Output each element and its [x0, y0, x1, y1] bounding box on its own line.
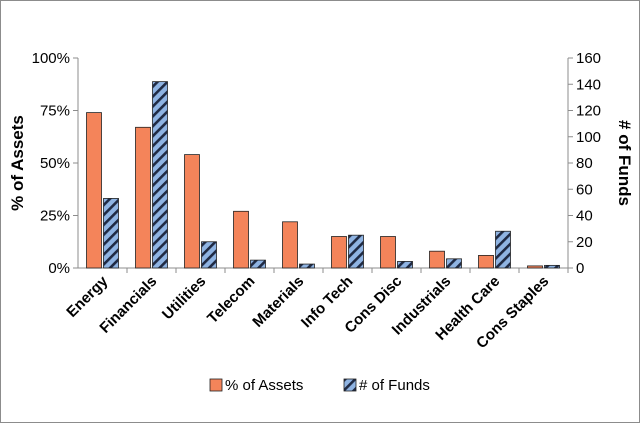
bar-funds-utilities: [201, 241, 217, 269]
y-right-tick-label: 80: [576, 155, 593, 172]
y-right-tick-label: 160: [576, 50, 601, 67]
x-category-label: Utilities: [159, 273, 209, 323]
bar-assets-utilities: [184, 154, 200, 269]
bar-funds-cons-disc: [397, 261, 413, 269]
y-right-tick-label: 60: [576, 181, 593, 198]
bar-funds-telecom: [250, 259, 266, 269]
y-left-tick-label: 0%: [48, 260, 70, 277]
y-right-tick-label: 100: [576, 129, 601, 146]
bar-assets-telecom: [233, 210, 249, 269]
y-right-tick-label: 0: [576, 260, 584, 277]
y-left-tick-label: 100%: [32, 50, 70, 67]
y-left-tick-label: 75%: [40, 103, 70, 120]
bar-funds-cons-staples: [544, 264, 560, 269]
y-right-axis-title: # of Funds: [615, 120, 634, 206]
legend-swatch-assets: [209, 378, 223, 392]
legend-label-funds: # of Funds: [359, 377, 430, 394]
bar-funds-info-tech: [348, 234, 364, 269]
bar-assets-cons-disc: [380, 236, 396, 269]
legend-swatch-funds: [343, 378, 357, 392]
y-left-tick-label: 25%: [40, 208, 70, 225]
bar-assets-industrials: [429, 250, 445, 269]
legend: % of Assets # of Funds: [209, 377, 430, 394]
bar-assets-info-tech: [331, 236, 347, 269]
y-left-axis-title: % of Assets: [8, 115, 27, 211]
y-right-tick-label: 120: [576, 103, 601, 120]
y-left-tick-label: 50%: [40, 155, 70, 172]
bar-assets-materials: [282, 221, 298, 269]
bar-funds-materials: [299, 263, 315, 269]
bar-assets-financials: [135, 126, 151, 269]
bar-funds-health-care: [495, 230, 511, 269]
bar-funds-energy: [103, 198, 119, 269]
y-right-tick-label: 140: [576, 76, 601, 93]
x-category-label: Materials: [249, 273, 307, 331]
bar-assets-energy: [86, 112, 102, 269]
x-category-label: Energy: [63, 272, 111, 320]
y-right-tick-label: 40: [576, 208, 593, 225]
bar-funds-industrials: [446, 258, 462, 269]
y-right-tick-label: 20: [576, 234, 593, 251]
bar-assets-cons-staples: [527, 265, 543, 269]
bar-assets-health-care: [478, 254, 494, 269]
legend-label-assets: % of Assets: [225, 377, 303, 394]
bar-funds-financials: [152, 81, 168, 269]
